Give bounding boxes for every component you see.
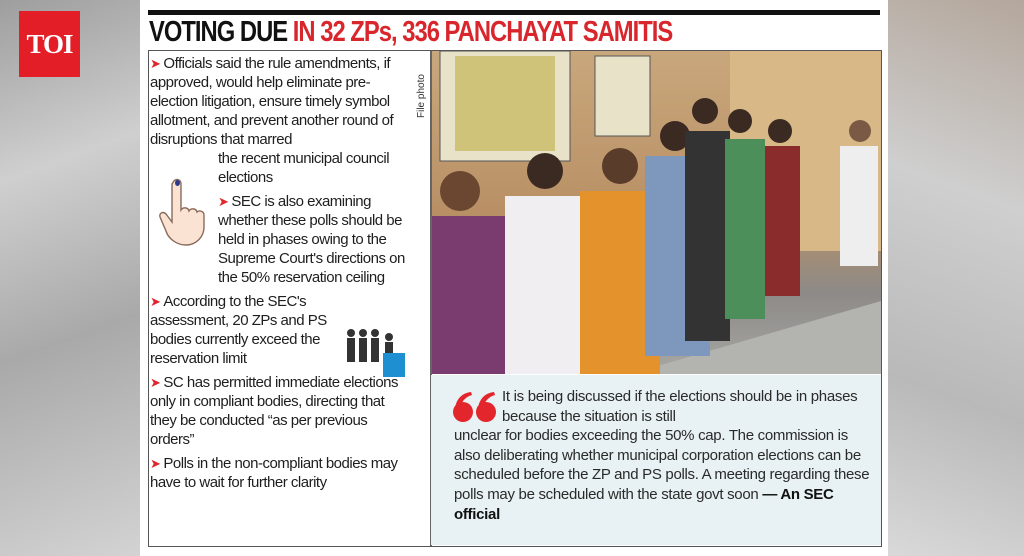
quote-mark-icon: [453, 392, 496, 422]
bullet-text: According to the SEC's assessment, 20 ZP…: [150, 293, 327, 367]
bullet-text: Polls in the non-compliant bodies may ha…: [150, 455, 398, 491]
column-divider: [430, 51, 432, 546]
voters-queue-icon: [347, 329, 405, 377]
headline-black: VOTING DUE: [149, 16, 288, 48]
bullet-item: ➤ SEC is also examining whether these pol…: [150, 192, 408, 287]
photo-credit: File photo: [416, 74, 427, 118]
headline-red: IN 32 ZPs, 336 PANCHAYAT SAMITIS: [292, 16, 674, 48]
top-rule: [148, 10, 880, 15]
arrow-bullet-icon: ➤: [150, 456, 161, 471]
bullet-item: ➤ Officials said the rule amendments, if …: [150, 54, 408, 187]
arrow-bullet-icon: ➤: [150, 56, 161, 71]
blurred-background-right: [888, 0, 1024, 556]
quote-text: It is being discussed if the elections s…: [454, 387, 874, 524]
bullet-item: ➤ SC has permitted immediate elections on…: [150, 373, 408, 449]
quote-first-lines: It is being discussed if the elections s…: [502, 388, 858, 425]
quote-body: unclear for bodies exceeding the 50% cap…: [454, 427, 870, 503]
bullet-text-cont: the recent municipal council elections: [218, 150, 390, 186]
finger-ink-icon: [159, 178, 205, 246]
blurred-background-left: [0, 0, 140, 556]
quote-attribution: — An SEC official: [454, 485, 834, 523]
bullet-list: ➤ Officials said the rule amendments, if …: [150, 54, 408, 497]
arrow-bullet-icon: ➤: [150, 375, 161, 390]
bullet-item: ➤ Polls in the non-compliant bodies may h…: [150, 454, 408, 492]
bullet-text: SC has permitted immediate elections onl…: [150, 374, 399, 448]
headline: VOTING DUE IN 32 ZPs, 336 PANCHAYAT SAMI…: [149, 16, 674, 48]
voters-queue-photo: [430, 51, 881, 374]
toi-logo: TOI: [19, 11, 80, 77]
bullet-item: ➤ According to the SEC's assessment, 20 Z…: [150, 292, 408, 368]
arrow-bullet-icon: ➤: [218, 194, 229, 209]
bullet-text: Officials said the rule amendments, if a…: [150, 55, 394, 148]
arrow-bullet-icon: ➤: [150, 294, 161, 309]
quote-box: [431, 375, 881, 545]
bullet-text: SEC is also examining whether these poll…: [218, 193, 405, 286]
